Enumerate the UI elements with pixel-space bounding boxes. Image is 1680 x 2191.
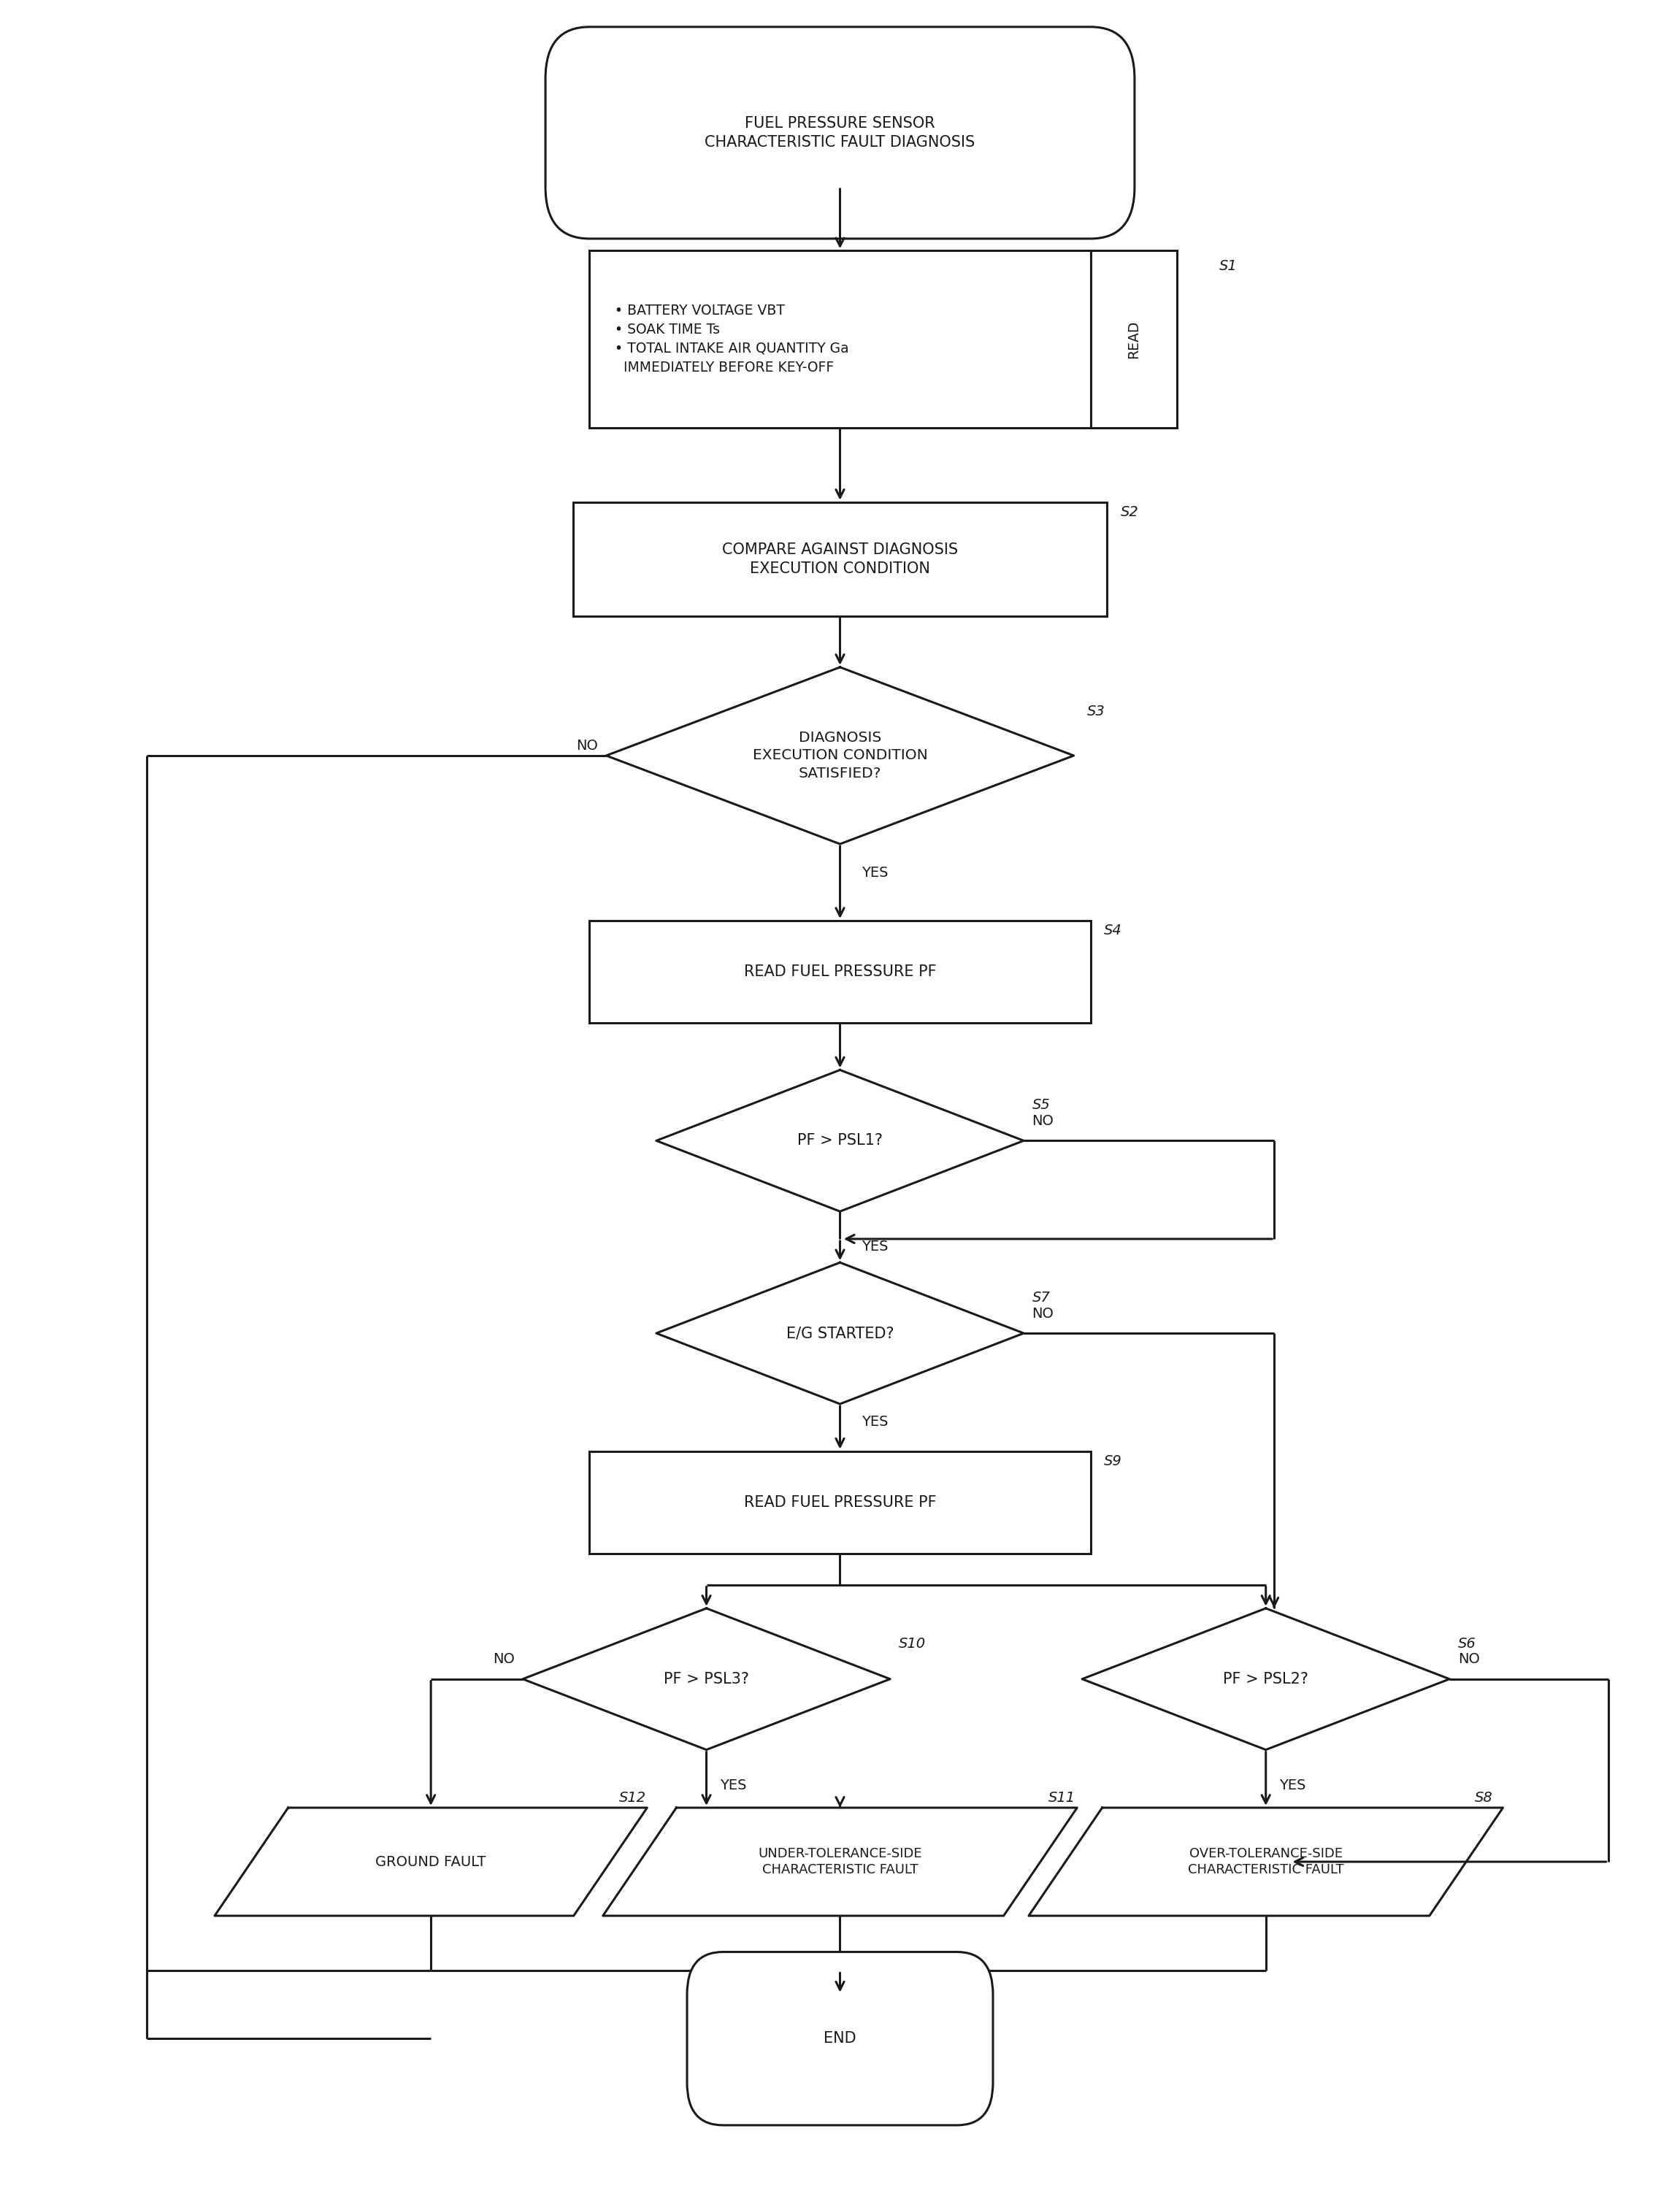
Text: FIG. 2: FIG. 2 [796,33,884,64]
Text: PF > PSL2?: PF > PSL2? [1223,1672,1309,1687]
Text: YES: YES [862,1240,889,1253]
Bar [573,502,1107,616]
Text: UNDER-TOLERANCE-SIDE
CHARACTERISTIC FAULT: UNDER-TOLERANCE-SIDE CHARACTERISTIC FAUL… [758,1847,922,1875]
Text: S1: S1 [1220,259,1236,274]
Text: S2: S2 [1121,506,1139,519]
Text: NO: NO [1032,1306,1053,1321]
Text: PF > PSL1?: PF > PSL1? [798,1133,882,1148]
Bar [590,250,1090,427]
Text: OVER-TOLERANCE-SIDE
CHARACTERISTIC FAULT: OVER-TOLERANCE-SIDE CHARACTERISTIC FAULT [1188,1847,1344,1875]
Text: NO: NO [492,1652,514,1667]
Text: DIAGNOSIS
EXECUTION CONDITION
SATISFIED?: DIAGNOSIS EXECUTION CONDITION SATISFIED? [753,732,927,780]
Text: FUEL PRESSURE SENSOR
CHARACTERISTIC FAULT DIAGNOSIS: FUEL PRESSURE SENSOR CHARACTERISTIC FAUL… [706,116,974,149]
Polygon shape [657,1262,1023,1404]
Text: S11: S11 [1048,1790,1075,1805]
Polygon shape [522,1608,890,1751]
Text: NO: NO [1458,1652,1480,1667]
Text: NO: NO [1032,1113,1053,1128]
Polygon shape [606,668,1074,844]
Text: S9: S9 [1104,1455,1122,1468]
Text: YES: YES [719,1779,746,1792]
Text: END: END [823,2031,857,2046]
FancyBboxPatch shape [687,1952,993,2125]
Text: S10: S10 [899,1637,926,1650]
Polygon shape [603,1808,1077,1915]
Text: S12: S12 [618,1790,645,1805]
Text: S5: S5 [1032,1098,1050,1113]
Text: PF > PSL3?: PF > PSL3? [664,1672,749,1687]
Text: • BATTERY VOLTAGE VBT
• SOAK TIME Ts
• TOTAL INTAKE AIR QUANTITY Ga
  IMMEDIATEL: • BATTERY VOLTAGE VBT • SOAK TIME Ts • T… [615,305,848,375]
Text: S7: S7 [1032,1290,1050,1306]
Text: COMPARE AGAINST DIAGNOSIS
EXECUTION CONDITION: COMPARE AGAINST DIAGNOSIS EXECUTION COND… [722,543,958,576]
Polygon shape [657,1069,1023,1212]
FancyBboxPatch shape [546,26,1134,239]
Text: YES: YES [1278,1779,1305,1792]
Text: READ FUEL PRESSURE PF: READ FUEL PRESSURE PF [744,1494,936,1510]
Bar [590,920,1090,1023]
Text: NO: NO [576,738,598,754]
Polygon shape [215,1808,647,1915]
Text: S4: S4 [1104,925,1122,938]
Text: E/G STARTED?: E/G STARTED? [786,1326,894,1341]
Polygon shape [1028,1808,1504,1915]
Text: S8: S8 [1475,1790,1492,1805]
Text: S6: S6 [1458,1637,1477,1650]
Text: YES: YES [862,865,889,879]
Text: YES: YES [862,1415,889,1429]
Text: READ: READ [1127,320,1141,357]
Polygon shape [1082,1608,1450,1751]
Text: GROUND FAULT: GROUND FAULT [376,1856,486,1869]
Text: READ FUEL PRESSURE PF: READ FUEL PRESSURE PF [744,964,936,979]
Text: S3: S3 [1087,706,1105,719]
Bar [590,1450,1090,1553]
Bar [1090,250,1178,427]
